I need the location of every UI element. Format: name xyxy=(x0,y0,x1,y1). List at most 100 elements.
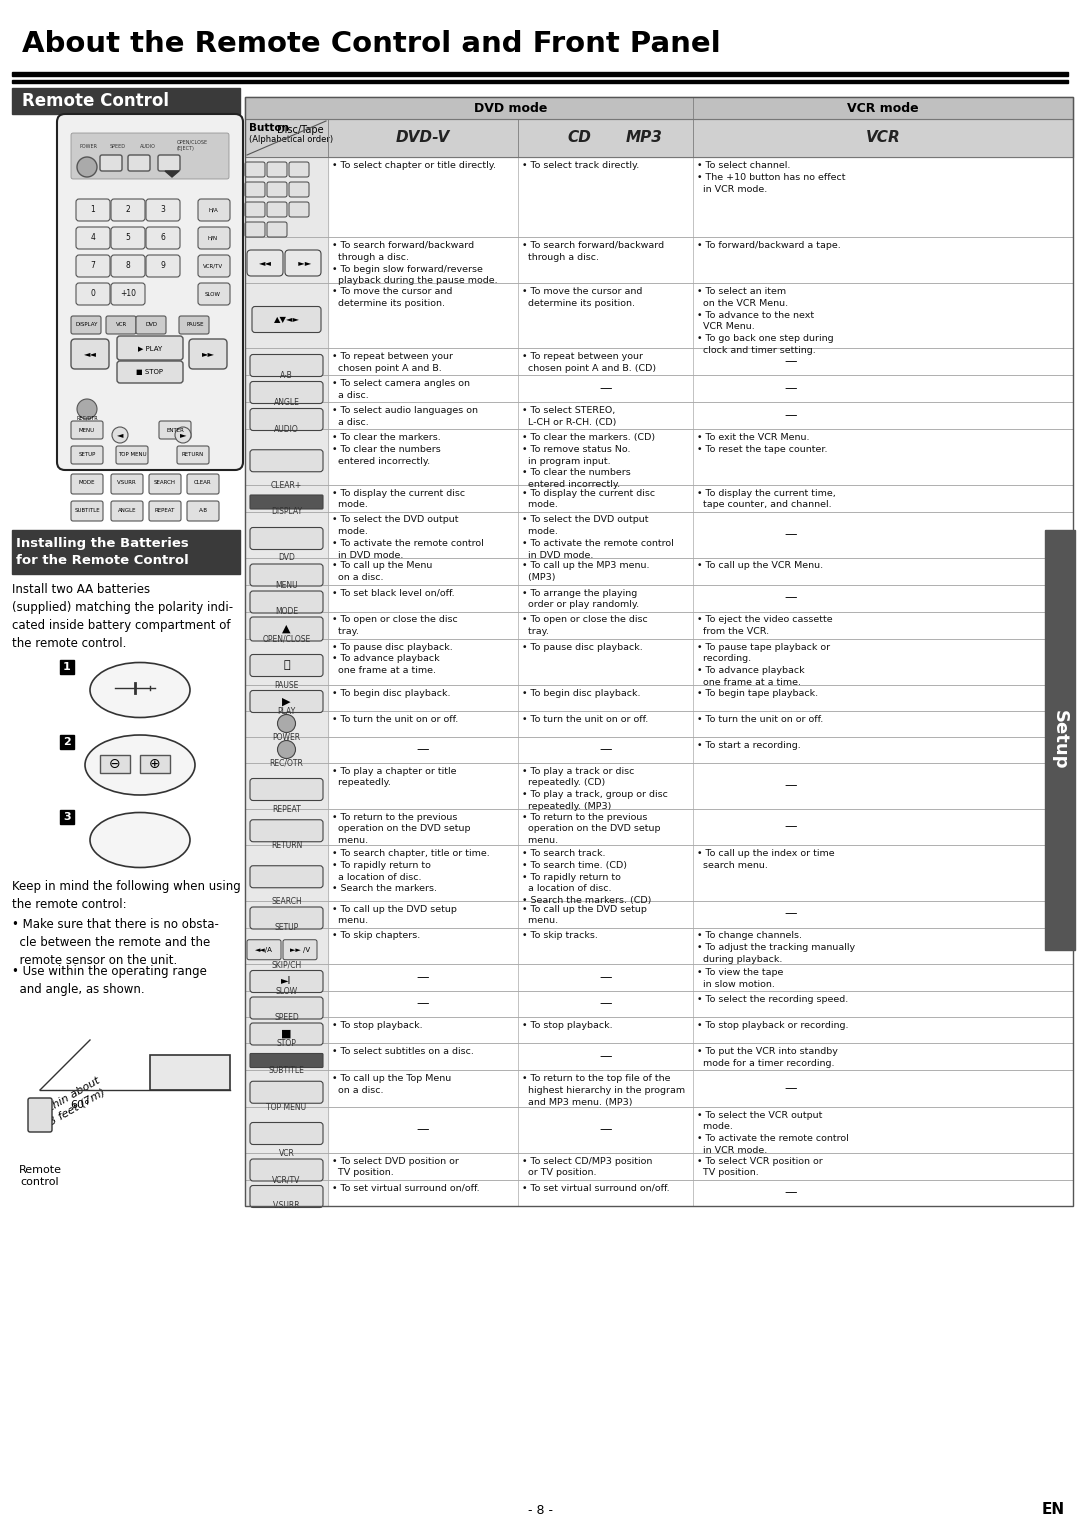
FancyBboxPatch shape xyxy=(198,282,230,305)
Text: • Make sure that there is no obsta-
  cle between the remote and the
  remote se: • Make sure that there is no obsta- cle … xyxy=(12,919,219,967)
Text: AUDIO: AUDIO xyxy=(274,426,299,433)
Text: ►► /V: ►► /V xyxy=(289,946,310,952)
Text: ANGLE: ANGLE xyxy=(118,508,136,513)
Text: REPEAT: REPEAT xyxy=(272,804,301,813)
Text: • To return to the previous
  operation on the DVD setup
  menu.: • To return to the previous operation on… xyxy=(522,812,661,845)
Bar xyxy=(245,1180,1074,1206)
Bar xyxy=(245,98,1074,119)
Text: • To select the VCR output
  mode.
• To activate the remote control
  in VCR mod: • To select the VCR output mode. • To ac… xyxy=(697,1111,849,1155)
Bar xyxy=(245,1016,328,1042)
Text: • To search forward/backward
  through a disc.: • To search forward/backward through a d… xyxy=(522,241,664,262)
Text: • To clear the markers. (CD)
• To remove status No.
  in program input.
• To cle: • To clear the markers. (CD) • To remove… xyxy=(522,433,656,490)
Bar xyxy=(245,685,328,711)
Text: ANGLE: ANGLE xyxy=(273,398,299,407)
Text: CLEAR: CLEAR xyxy=(194,481,212,485)
Text: • To move the cursor and
  determine its position.: • To move the cursor and determine its p… xyxy=(332,287,453,308)
Text: Remote
control: Remote control xyxy=(18,1164,62,1187)
Polygon shape xyxy=(165,171,179,177)
Bar xyxy=(245,845,1074,900)
Bar xyxy=(245,157,1074,237)
Text: —: — xyxy=(417,743,429,755)
FancyBboxPatch shape xyxy=(76,255,110,278)
Text: VCR mode: VCR mode xyxy=(847,102,919,114)
Bar xyxy=(245,1152,1074,1180)
FancyBboxPatch shape xyxy=(247,940,281,960)
FancyBboxPatch shape xyxy=(249,1160,323,1181)
Text: 2: 2 xyxy=(125,206,131,215)
Bar xyxy=(245,928,1074,964)
FancyBboxPatch shape xyxy=(285,250,321,276)
FancyBboxPatch shape xyxy=(76,227,110,249)
FancyBboxPatch shape xyxy=(289,162,309,177)
Bar xyxy=(245,928,328,964)
Text: • To search chapter, title or time.
• To rapidly return to
  a location of disc.: • To search chapter, title or time. • To… xyxy=(332,848,489,893)
Text: MENU: MENU xyxy=(79,427,95,432)
FancyBboxPatch shape xyxy=(189,339,227,369)
Text: • To select camera angles on
  a disc.: • To select camera angles on a disc. xyxy=(332,378,470,400)
Text: • To stop playback.: • To stop playback. xyxy=(332,1021,422,1030)
Text: 1: 1 xyxy=(91,206,95,215)
Circle shape xyxy=(77,398,97,420)
Text: H/N: H/N xyxy=(208,235,218,241)
Text: • To pause disc playback.: • To pause disc playback. xyxy=(522,642,643,652)
Text: POWER: POWER xyxy=(79,143,97,150)
Text: VCR: VCR xyxy=(866,131,901,145)
Bar xyxy=(12,530,240,574)
FancyBboxPatch shape xyxy=(28,1099,52,1132)
Bar xyxy=(245,900,1074,928)
FancyBboxPatch shape xyxy=(247,250,283,276)
Text: • To search forward/backward
  through a disc.
• To begin slow forward/reverse
 : • To search forward/backward through a d… xyxy=(332,241,498,285)
Bar xyxy=(245,928,1074,964)
Bar xyxy=(245,484,1074,511)
Text: • To begin disc playback.: • To begin disc playback. xyxy=(522,688,640,697)
Text: • To call up the Top Menu
  on a disc.: • To call up the Top Menu on a disc. xyxy=(332,1074,451,1094)
FancyBboxPatch shape xyxy=(149,501,181,520)
Text: • To select CD/MP3 position
  or TV position.: • To select CD/MP3 position or TV positi… xyxy=(522,1157,652,1177)
Bar xyxy=(245,1106,328,1152)
Text: • To set virtual surround on/off.: • To set virtual surround on/off. xyxy=(522,1184,670,1192)
Text: Button: Button xyxy=(249,124,289,133)
Text: RETURN: RETURN xyxy=(181,453,204,458)
Bar xyxy=(245,1042,328,1070)
Text: —: — xyxy=(784,1082,797,1094)
Text: SLOW: SLOW xyxy=(205,291,221,296)
FancyBboxPatch shape xyxy=(249,1186,323,1207)
Text: • To begin tape playback.: • To begin tape playback. xyxy=(697,688,819,697)
Text: SETUP: SETUP xyxy=(274,923,299,932)
Text: ▲: ▲ xyxy=(282,624,291,633)
FancyBboxPatch shape xyxy=(249,409,323,430)
Text: • To set black level on/off.: • To set black level on/off. xyxy=(332,589,455,598)
FancyBboxPatch shape xyxy=(249,865,323,888)
FancyBboxPatch shape xyxy=(249,996,323,1019)
FancyBboxPatch shape xyxy=(71,501,103,520)
Bar xyxy=(245,612,328,638)
Text: • To return to the previous
  operation on the DVD setup
  menu.: • To return to the previous operation on… xyxy=(332,812,471,845)
Text: 8: 8 xyxy=(125,261,131,270)
Bar xyxy=(245,1070,1074,1106)
Text: CLEAR+: CLEAR+ xyxy=(271,481,302,490)
Circle shape xyxy=(175,427,191,443)
Bar xyxy=(245,484,1074,511)
FancyBboxPatch shape xyxy=(111,198,145,221)
FancyBboxPatch shape xyxy=(249,354,323,377)
FancyBboxPatch shape xyxy=(158,156,180,171)
Bar xyxy=(245,511,328,557)
FancyBboxPatch shape xyxy=(117,362,183,383)
Text: • To open or close the disc
  tray.: • To open or close the disc tray. xyxy=(522,615,648,636)
FancyBboxPatch shape xyxy=(71,316,102,334)
FancyBboxPatch shape xyxy=(146,198,180,221)
Text: • To repeat between your
  chosen point A and B.: • To repeat between your chosen point A … xyxy=(332,353,453,372)
FancyBboxPatch shape xyxy=(249,1022,323,1045)
Text: • To select the recording speed.: • To select the recording speed. xyxy=(697,995,848,1004)
Text: DISPLAY: DISPLAY xyxy=(271,508,302,516)
Text: CD: CD xyxy=(567,131,591,145)
Bar xyxy=(245,348,1074,375)
Text: • To put the VCR into standby
  mode for a timer recording.: • To put the VCR into standby mode for a… xyxy=(697,1047,838,1068)
Bar xyxy=(245,964,1074,990)
Bar xyxy=(245,282,1074,348)
FancyBboxPatch shape xyxy=(249,617,323,641)
FancyBboxPatch shape xyxy=(249,690,323,713)
Text: • To set virtual surround on/off.: • To set virtual surround on/off. xyxy=(332,1184,480,1192)
Text: • To call up the VCR Menu.: • To call up the VCR Menu. xyxy=(697,562,823,571)
Bar xyxy=(245,612,1074,638)
